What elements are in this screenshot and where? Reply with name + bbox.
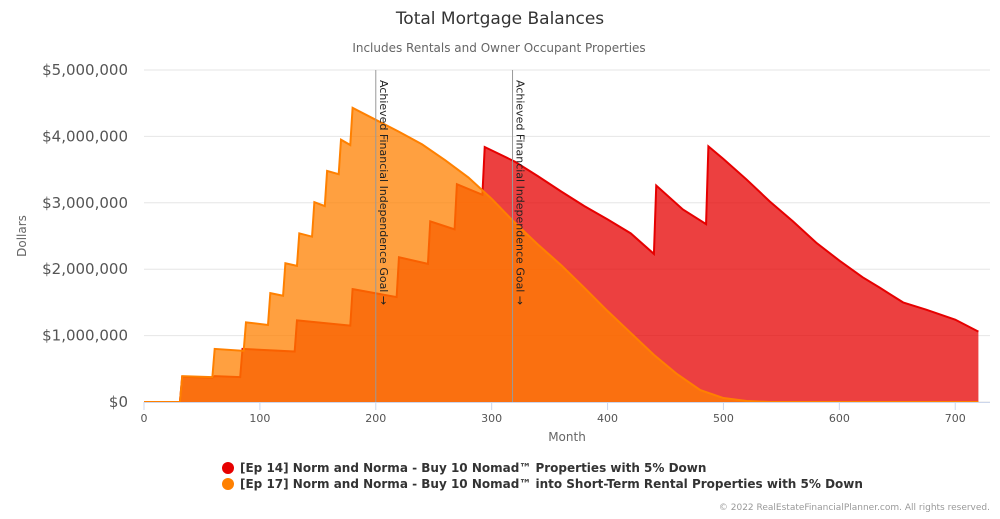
legend-item-2[interactable]: [Ep 17] Norm and Norma - Buy 10 Nomad™ i… — [222, 477, 863, 491]
copyright-text: © 2022 RealEstateFinancialPlanner.com. A… — [719, 503, 990, 513]
series-area-2[interactable] — [144, 107, 979, 402]
x-axis-label: Month — [548, 430, 586, 444]
y-tick-label: $3,000,000 — [42, 194, 128, 212]
chart-subtitle: Includes Rentals and Owner Occupant Prop… — [352, 41, 645, 55]
x-tick-label: 300 — [481, 412, 502, 425]
legend-item-1[interactable]: [Ep 14] Norm and Norma - Buy 10 Nomad™ P… — [222, 461, 706, 475]
series-line-2[interactable] — [144, 106, 979, 403]
y-tick-label: $5,000,000 — [42, 61, 128, 79]
legend-label: [Ep 14] Norm and Norma - Buy 10 Nomad™ P… — [240, 461, 706, 475]
y-tick-label: $0 — [109, 393, 128, 411]
x-tick-label: 700 — [945, 412, 966, 425]
legend-marker — [222, 478, 234, 490]
x-tick-label: 100 — [249, 412, 270, 425]
y-tick-label: $1,000,000 — [42, 327, 128, 345]
y-tick-label: $2,000,000 — [42, 260, 128, 278]
x-tick-label: 200 — [365, 412, 386, 425]
chart-title: Total Mortgage Balances — [395, 9, 604, 29]
legend-label: [Ep 17] Norm and Norma - Buy 10 Nomad™ i… — [240, 477, 863, 491]
y-axis-label: Dollars — [15, 215, 29, 257]
x-tick-label: 400 — [597, 412, 618, 425]
x-tick-label: 600 — [829, 412, 850, 425]
fi-goal-annotation: Achieved Financial Independence Goal → — [514, 80, 527, 305]
x-tick-label: 500 — [713, 412, 734, 425]
y-tick-label: $4,000,000 — [42, 127, 128, 145]
legend-marker — [222, 462, 234, 474]
fi-goal-annotation: Achieved Financial Independence Goal → — [377, 80, 390, 305]
x-tick-label: 0 — [141, 412, 148, 425]
